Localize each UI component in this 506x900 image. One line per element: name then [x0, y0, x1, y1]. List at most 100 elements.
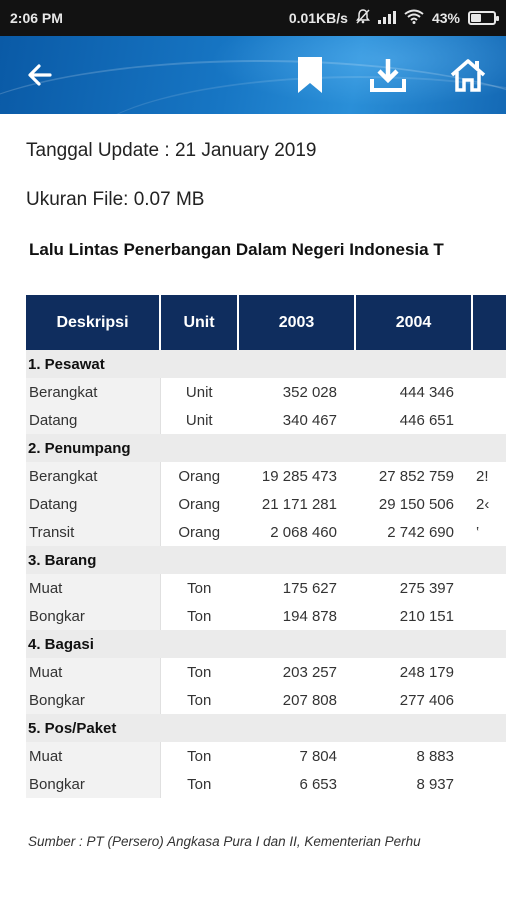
- column-header-2003: 2003: [237, 295, 355, 350]
- cell-2004: 29 150 506: [378, 495, 454, 513]
- signal-icon: [377, 10, 396, 27]
- cell-2004: 8 883: [416, 747, 454, 765]
- cell-2003: 19 285 473: [261, 467, 337, 485]
- cell-unit: Ton: [187, 663, 212, 681]
- cell-2004: 210 151: [399, 607, 454, 625]
- cell-deskripsi: Bongkar: [26, 686, 161, 714]
- cell-deskripsi: Muat: [26, 742, 161, 770]
- status-time: 2:06 PM: [10, 10, 63, 26]
- cell-2004: 2 742 690: [387, 523, 454, 541]
- cell-unit: Unit: [185, 383, 213, 401]
- table-row: Bongkar Ton 194 878 210 151: [26, 602, 506, 630]
- cell-deskripsi: Transit: [26, 518, 161, 546]
- data-table-container[interactable]: Deskripsi Unit 2003 2004 1. Pesawat Beran…: [26, 295, 506, 805]
- table-row: Bongkar Ton 6 653 8 937: [26, 770, 506, 798]
- cell-deskripsi: Muat: [26, 658, 161, 686]
- mute-icon: [355, 9, 370, 27]
- table-group-row: 5. Pos/Paket: [26, 714, 506, 742]
- cell-2004: 444 346: [399, 383, 454, 401]
- source-note: Sumber : PT (Persero) Angkasa Pura I dan…: [28, 834, 421, 849]
- table-row: Datang Unit 340 467 446 651: [26, 406, 506, 434]
- table-header-row: Deskripsi Unit 2003 2004: [26, 295, 506, 350]
- cell-2004: 277 406: [399, 691, 454, 709]
- data-table: Deskripsi Unit 2003 2004 1. Pesawat Beran…: [26, 295, 506, 798]
- cell-2003: 2 068 460: [270, 523, 337, 541]
- group-label: 1. Pesawat: [26, 350, 506, 378]
- group-label: 4. Bagasi: [26, 630, 506, 658]
- cell-next: [472, 406, 506, 434]
- cell-2003: 207 808: [282, 691, 337, 709]
- table-body: 1. Pesawat Berangkat Unit 352 028 444 346 Dat…: [26, 350, 506, 798]
- table-row: Datang Orang 21 171 281 29 150 506 2‹: [26, 490, 506, 518]
- cell-next: ‛: [476, 523, 480, 541]
- status-bar: 2:06 PM 0.01KB/s 43%: [0, 0, 506, 36]
- table-group-row: 2. Penumpang: [26, 434, 506, 462]
- cell-unit: Ton: [187, 775, 212, 793]
- group-label: 5. Pos/Paket: [26, 714, 506, 742]
- cell-next: 2!: [476, 467, 489, 485]
- bookmark-icon: [298, 57, 322, 93]
- column-header-next: [471, 295, 506, 350]
- cell-unit: Orang: [178, 495, 221, 513]
- cell-next: [472, 602, 506, 630]
- cell-2003: 352 028: [282, 383, 337, 401]
- cell-2003: 194 878: [282, 607, 337, 625]
- cell-2003: 175 627: [282, 579, 337, 597]
- table-title: Lalu Lintas Penerbangan Dalam Negeri Ind…: [29, 240, 444, 259]
- column-header-unit: Unit: [159, 295, 238, 350]
- app-bar: [0, 36, 506, 114]
- cell-2004: 446 651: [399, 411, 454, 429]
- cell-2003: 21 171 281: [261, 495, 337, 513]
- download-button[interactable]: [366, 36, 410, 114]
- table-row: Berangkat Orang 19 285 473 27 852 759 2!: [26, 462, 506, 490]
- update-date: Tanggal Update : 21 January 2019: [26, 140, 317, 161]
- cell-2003: 7 804: [299, 747, 337, 765]
- cell-unit: Orang: [178, 523, 221, 541]
- cell-unit: Ton: [187, 607, 212, 625]
- table-row: Berangkat Unit 352 028 444 346: [26, 378, 506, 406]
- column-header-deskripsi: Deskripsi: [26, 295, 160, 350]
- home-button[interactable]: [444, 36, 492, 114]
- back-arrow-icon: [28, 64, 52, 86]
- cell-next: [472, 378, 506, 406]
- wifi-icon: [404, 9, 424, 27]
- status-right: 0.01KB/s 43%: [288, 9, 499, 27]
- group-label: 3. Barang: [26, 546, 506, 574]
- cell-next: [472, 686, 506, 714]
- cell-deskripsi: Datang: [26, 490, 161, 518]
- table-group-row: 4. Bagasi: [26, 630, 506, 658]
- cell-2003: 6 653: [299, 775, 337, 793]
- table-row: Muat Ton 7 804 8 883: [26, 742, 506, 770]
- bookmark-button[interactable]: [288, 36, 332, 114]
- battery-percent: 43%: [431, 10, 460, 26]
- cell-unit: Ton: [187, 747, 212, 765]
- cell-unit: Unit: [185, 411, 213, 429]
- column-header-2004: 2004: [354, 295, 472, 350]
- cell-deskripsi: Bongkar: [26, 602, 161, 630]
- network-speed: 0.01KB/s: [288, 10, 348, 26]
- table-row: Muat Ton 175 627 275 397: [26, 574, 506, 602]
- cell-deskripsi: Datang: [26, 406, 161, 434]
- download-icon: [370, 59, 406, 92]
- cell-deskripsi: Berangkat: [26, 378, 161, 406]
- cell-2003: 203 257: [282, 663, 337, 681]
- cell-unit: Orang: [178, 467, 221, 485]
- battery-icon: [468, 11, 499, 25]
- cell-next: [472, 742, 506, 770]
- cell-2004: 27 852 759: [378, 467, 454, 485]
- cell-2004: 8 937: [416, 775, 454, 793]
- cell-next: [472, 574, 506, 602]
- cell-next: [472, 770, 506, 798]
- battery-fill: [471, 14, 482, 22]
- cell-deskripsi: Bongkar: [26, 770, 161, 798]
- group-label: 2. Penumpang: [26, 434, 506, 462]
- cell-2004: 275 397: [399, 579, 454, 597]
- back-button[interactable]: [18, 36, 62, 114]
- table-row: Bongkar Ton 207 808 277 406: [26, 686, 506, 714]
- table-row: Transit Orang 2 068 460 2 742 690 ‛: [26, 518, 506, 546]
- cell-next: 2‹: [476, 495, 490, 513]
- cell-deskripsi: Berangkat: [26, 462, 161, 490]
- file-size: Ukuran File: 0.07 MB: [26, 189, 205, 210]
- table-group-row: 1. Pesawat: [26, 350, 506, 378]
- home-icon: [450, 59, 486, 92]
